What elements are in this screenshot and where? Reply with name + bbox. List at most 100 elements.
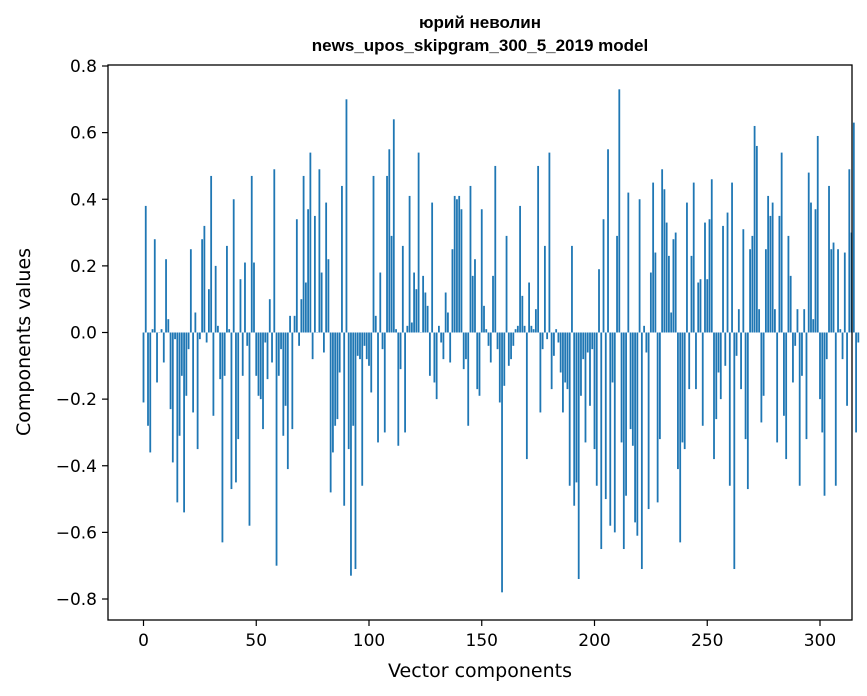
bar-component-100: [368, 332, 370, 366]
bar-component-284: [783, 332, 785, 416]
bar-component-10: [165, 259, 167, 333]
bar-component-30: [210, 175, 213, 333]
bar-component-78: [318, 169, 321, 333]
bar-component-3: [149, 332, 152, 453]
ticks-group: 0 50 100 150 200 250 300 0.8 0.6 0.4 0.2 0.0 −0.2 −0.…: [56, 57, 837, 651]
bar-component-121: [415, 289, 418, 333]
bar-component-105: [379, 272, 382, 333]
bar-component-46: [246, 332, 249, 346]
bar-component-257: [722, 225, 724, 333]
bar-component-74: [309, 152, 312, 333]
bar-component-23: [194, 312, 197, 333]
y-axis-label: Components values: [13, 248, 35, 436]
bar-component-20: [187, 332, 190, 350]
bar-component-137: [451, 249, 454, 333]
bar-component-158: [498, 332, 501, 403]
bar-component-124: [422, 275, 425, 333]
bar-component-81: [325, 202, 328, 333]
bar-component-198: [589, 332, 591, 406]
bar-component-148: [476, 332, 479, 390]
bar-component-97: [361, 332, 364, 486]
bar-component-297: [812, 319, 815, 333]
bar-component-222: [643, 325, 646, 333]
bar-component-65: [289, 315, 291, 333]
bar-component-176: [539, 332, 542, 413]
bar-component-252: [710, 179, 713, 333]
bar-component-41: [235, 332, 237, 483]
bar-component-236: [674, 232, 677, 333]
bar-component-16: [178, 332, 181, 436]
bar-component-212: [620, 332, 623, 443]
bar-component-300: [819, 332, 821, 400]
bar-component-213: [622, 332, 625, 550]
bar-component-94: [354, 332, 357, 570]
y-tick-label: −0.6: [56, 523, 97, 543]
bar-component-180: [548, 152, 551, 333]
bar-component-66: [291, 332, 294, 430]
bar-component-298: [814, 209, 817, 333]
bar-component-309: [839, 329, 842, 333]
bar-component-134: [444, 292, 447, 333]
bar-component-2: [147, 332, 149, 426]
bar-component-243: [690, 255, 693, 333]
bar-component-26: [201, 239, 204, 333]
bar-component-311: [843, 252, 846, 333]
bar-component-89: [343, 332, 346, 506]
bar-component-116: [404, 332, 406, 433]
bar-component-142: [462, 332, 465, 370]
bar-component-229: [658, 332, 661, 440]
bar-component-274: [760, 332, 763, 423]
bar-component-254: [715, 332, 718, 420]
bar-component-219: [636, 332, 639, 536]
bar-component-157: [496, 332, 499, 350]
bar-component-269: [749, 249, 751, 333]
bar-component-88: [341, 185, 343, 333]
bar-component-132: [440, 332, 443, 343]
bar-component-76: [313, 215, 316, 333]
bar-component-202: [598, 269, 600, 333]
bar-component-239: [681, 332, 684, 443]
bar-component-279: [771, 202, 774, 333]
bar-component-237: [677, 332, 679, 470]
bar-component-278: [769, 215, 772, 333]
bar-component-183: [555, 329, 558, 333]
bar-component-8: [160, 329, 163, 333]
bar-component-247: [699, 279, 702, 333]
bar-component-147: [474, 259, 476, 333]
bar-component-246: [697, 282, 700, 333]
bar-component-150: [480, 209, 483, 333]
bar-component-86: [336, 332, 339, 420]
bar-component-293: [803, 309, 806, 333]
bar-component-80: [323, 332, 325, 353]
plot-frame: [107, 64, 853, 621]
x-tick-label: 150: [466, 631, 498, 651]
y-tick-label: −0.4: [56, 457, 97, 477]
bar-component-156: [494, 165, 497, 333]
bar-component-33: [217, 325, 219, 333]
bar-component-12: [169, 332, 172, 410]
bar-component-315: [852, 122, 855, 333]
bar-component-61: [280, 332, 282, 350]
bar-component-181: [550, 332, 553, 390]
bar-component-251: [708, 219, 711, 333]
bar-component-15: [176, 332, 179, 503]
bar-component-235: [672, 239, 675, 333]
bar-component-268: [746, 332, 749, 490]
bar-component-43: [239, 279, 242, 333]
bar-component-146: [471, 275, 474, 333]
bar-component-60: [277, 332, 280, 376]
bar-component-44: [241, 332, 244, 376]
bar-component-206: [607, 149, 609, 333]
bar-component-135: [447, 312, 449, 333]
bar-component-155: [492, 275, 494, 333]
bar-component-288: [792, 332, 794, 383]
bar-component-195: [582, 332, 585, 360]
bar-component-182: [553, 332, 555, 356]
bar-component-151: [483, 305, 485, 333]
bar-component-225: [649, 272, 652, 333]
bar-component-85: [334, 332, 337, 426]
bar-component-228: [656, 332, 659, 503]
bar-component-256: [719, 332, 722, 400]
bar-component-32: [214, 265, 217, 333]
bar-component-248: [701, 332, 704, 426]
